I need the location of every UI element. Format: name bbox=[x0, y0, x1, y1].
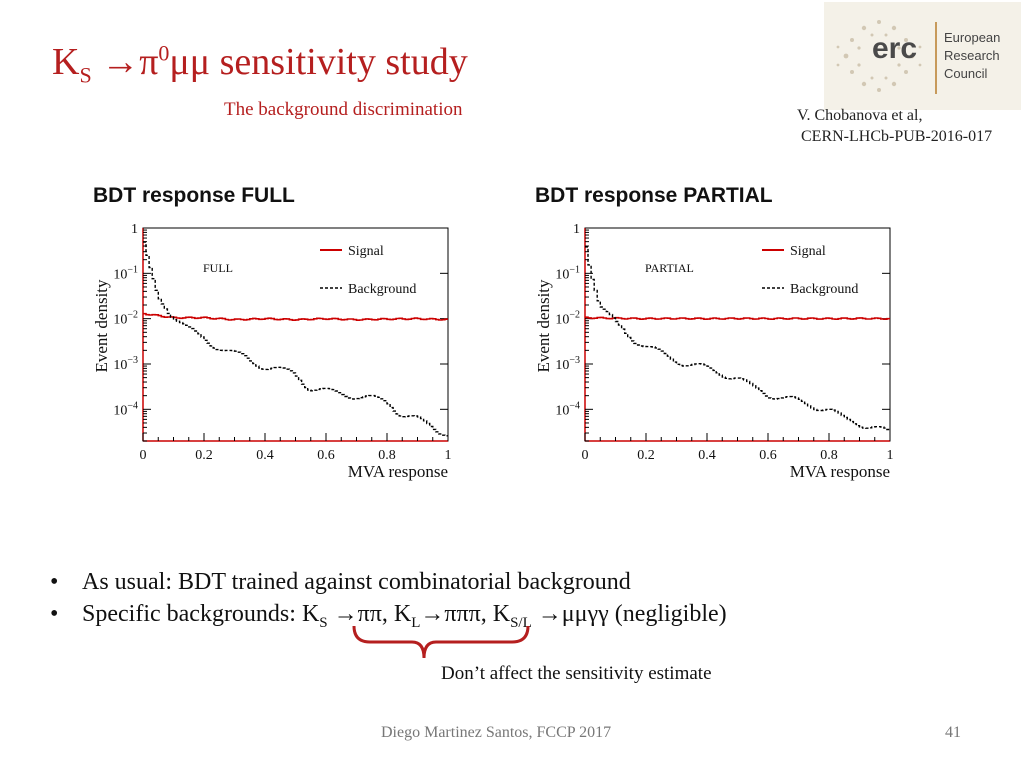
logo-divider bbox=[935, 22, 937, 94]
bullet-part: →ππ, K bbox=[327, 601, 412, 627]
bullet-list: • As usual: BDT trained against combinato… bbox=[50, 566, 727, 639]
x-tick-label: 0 bbox=[582, 448, 589, 463]
plot-full-svg: BDT response FULL 1 10−1 10−2 10−3 10−4 0 0.2 0.… bbox=[92, 184, 452, 481]
y-tick-exponent: −3 bbox=[569, 355, 580, 366]
bullet-sub: L bbox=[411, 614, 421, 631]
plot-full: BDT response FULL 1 10−1 10−2 10−3 10−4 0 0.2 0.… bbox=[88, 175, 458, 485]
background-series-line bbox=[143, 241, 448, 437]
footer: Diego Martinez Santos, FCCP 2017 bbox=[381, 724, 612, 741]
title-sub: S bbox=[79, 62, 92, 88]
logo-word: erc bbox=[872, 32, 918, 65]
y-tick-exponent: −4 bbox=[127, 400, 138, 411]
legend-background-label: Background bbox=[348, 282, 416, 297]
bullet-item: • As usual: BDT trained against combinato… bbox=[50, 566, 727, 598]
x-tick-label: 0.2 bbox=[195, 448, 213, 463]
bullet-dot: • bbox=[50, 569, 59, 595]
x-axis-label: MVA response bbox=[790, 462, 890, 481]
plot-title: BDT response FULL bbox=[93, 184, 295, 207]
bullet-dot: • bbox=[50, 601, 59, 627]
legend-background-label: Background bbox=[790, 282, 858, 297]
y-tick-label: 1 bbox=[573, 222, 580, 237]
title-k: K bbox=[52, 41, 80, 83]
x-tick-label: 0 bbox=[140, 448, 147, 463]
plot-partial-svg: BDT response PARTIAL 1 10−1 10−2 10−3 10−4 0 0.… bbox=[534, 184, 894, 481]
y-tick-exponent: −2 bbox=[569, 310, 580, 321]
page-number: 41 bbox=[945, 724, 961, 741]
bullet-part: →πππ, K bbox=[420, 601, 511, 627]
erc-logo: erc European Research Council bbox=[824, 2, 1021, 110]
title-rest: μμ sensitivity study bbox=[169, 41, 468, 83]
plot-label: FULL bbox=[203, 261, 233, 275]
x-tick-label: 0.4 bbox=[698, 448, 716, 463]
bullet-item: • Specific backgrounds: KS →ππ, KL→πππ, K… bbox=[50, 598, 727, 639]
legend-signal-label: Signal bbox=[348, 244, 384, 259]
y-tick-exponent: −3 bbox=[127, 355, 138, 366]
erc-dots-icon bbox=[836, 20, 922, 92]
y-tick-exponent: −4 bbox=[569, 400, 580, 411]
x-tick-label: 0.6 bbox=[317, 448, 335, 463]
x-tick-label: 1 bbox=[887, 448, 894, 463]
y-tick-exponent: −1 bbox=[127, 264, 138, 275]
title-arrow-pi: →π bbox=[91, 41, 159, 83]
y-tick-label: 1 bbox=[131, 222, 138, 237]
y-tick-label: 10−4 bbox=[113, 400, 138, 418]
slide-title: KS →π0μμ sensitivity study bbox=[52, 40, 468, 89]
x-tick-label: 1 bbox=[445, 448, 452, 463]
bullet-text: As usual: BDT trained against combinator… bbox=[82, 569, 631, 595]
brace-note: Don’t affect the sensitivity estimate bbox=[441, 663, 712, 684]
x-axis-label: MVA response bbox=[348, 462, 448, 481]
y-tick-label: 10−4 bbox=[555, 400, 580, 418]
plot-frame bbox=[584, 227, 891, 442]
plot-label: PARTIAL bbox=[645, 261, 694, 275]
bullet-sub: S bbox=[319, 614, 328, 631]
logo-line-2: Research bbox=[944, 48, 1000, 63]
reference: V. Chobanova et al, CERN-LHCb-PUB-2016-0… bbox=[797, 105, 992, 147]
legend-signal-label: Signal bbox=[790, 244, 826, 259]
reference-report: CERN-LHCb-PUB-2016-017 bbox=[801, 128, 993, 145]
y-axis-label: Event density bbox=[92, 279, 111, 373]
background-series-line bbox=[585, 246, 890, 431]
y-tick-label: 10−1 bbox=[555, 264, 580, 282]
y-tick-label: 10−3 bbox=[113, 355, 138, 373]
reference-authors: V. Chobanova et al, bbox=[797, 107, 923, 124]
plot-partial: BDT response PARTIAL 1 10−1 10−2 10−3 10−4 0 0.… bbox=[530, 175, 900, 485]
y-axis-label: Event density bbox=[534, 279, 553, 373]
logo-line-3: Council bbox=[944, 66, 988, 81]
bullet-part: →μμγγ (negligible) bbox=[531, 601, 727, 627]
x-tick-label: 0.4 bbox=[256, 448, 274, 463]
y-tick-label: 10−2 bbox=[555, 310, 580, 328]
brace-icon bbox=[352, 625, 530, 659]
x-tick-label: 0.8 bbox=[378, 448, 396, 463]
bullet-part: Specific backgrounds: K bbox=[82, 601, 320, 627]
plot-title: BDT response PARTIAL bbox=[535, 184, 773, 207]
x-tick-label: 0.2 bbox=[637, 448, 655, 463]
slide-subtitle: The background discrimination bbox=[224, 99, 463, 120]
signal-series-line bbox=[585, 316, 890, 320]
title-sup: 0 bbox=[158, 40, 170, 66]
plot-frame bbox=[142, 227, 449, 442]
logo-line-1: European bbox=[944, 30, 1001, 45]
y-tick-exponent: −2 bbox=[127, 310, 138, 321]
y-tick-label: 10−2 bbox=[113, 310, 138, 328]
x-tick-label: 0.6 bbox=[759, 448, 777, 463]
x-tick-label: 0.8 bbox=[820, 448, 838, 463]
y-tick-label: 10−3 bbox=[555, 355, 580, 373]
signal-series-line bbox=[143, 312, 448, 321]
y-tick-exponent: −1 bbox=[569, 264, 580, 275]
bullet-sub: S/L bbox=[510, 614, 532, 631]
y-tick-label: 10−1 bbox=[113, 264, 138, 282]
